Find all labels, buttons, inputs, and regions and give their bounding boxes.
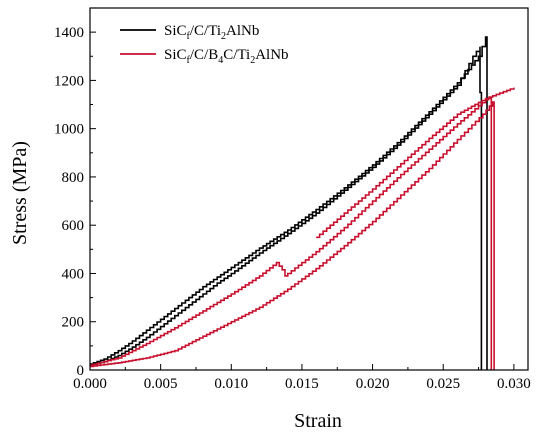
series-2-curve-3 [316,87,515,239]
y-axis-title: Stress (MPa) [9,141,31,245]
legend-label-1: SiCf/C/Ti2AlNb [164,23,259,42]
y-tick-label: 1400 [54,25,84,41]
x-tick-label: 0.020 [356,376,390,392]
x-tick-label: 0.015 [285,376,319,392]
y-tick-label: 1200 [54,73,84,89]
series-2-curve-1 [90,97,493,370]
series-1-curve-2 [90,36,488,370]
x-tick-label: 0.000 [73,376,107,392]
y-tick-label: 600 [62,218,85,234]
y-tick-label: 0 [77,363,85,379]
y-tick-label: 800 [62,170,85,186]
x-tick-label: 0.010 [214,376,248,392]
plot-frame [89,7,529,371]
y-axis: 0 200 400 600 800 1000 1200 1400 [54,25,96,379]
legend: SiCf/C/Ti2AlNb SiCf/C/B4C/Ti2AlNb [120,23,289,66]
x-tick-label: 0.030 [497,376,531,392]
curves-layer [90,36,515,370]
series-1-curve-1 [90,46,483,370]
x-axis-title: Strain [294,410,342,432]
y-tick-label: 200 [62,315,85,331]
y-tick-label: 400 [62,266,85,282]
y-tick-label: 1000 [54,122,84,138]
x-tick-label: 0.025 [426,376,460,392]
x-axis: 0.000 0.005 0.010 0.015 0.020 0.025 0.030 [73,364,531,392]
x-tick-label: 0.005 [144,376,178,392]
series-2-curve-2 [90,101,495,370]
legend-label-2: SiCf/C/B4C/Ti2AlNb [164,47,289,66]
